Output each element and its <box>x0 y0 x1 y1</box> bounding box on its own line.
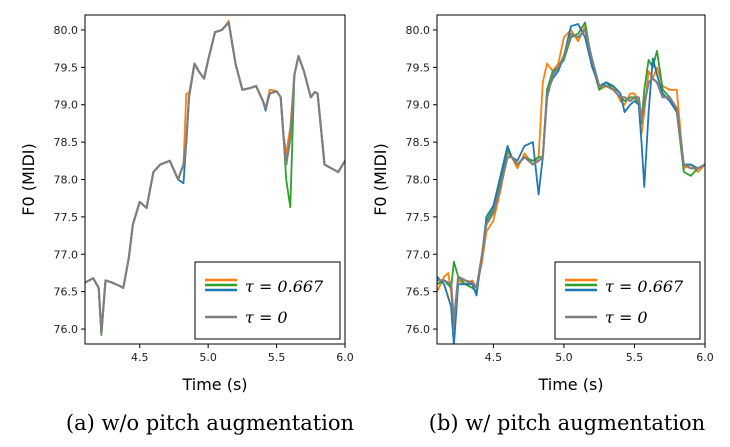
chart-panel-b: τ = 0.667 (orange)τ = 0.667 (green)τ = 0… <box>371 14 714 435</box>
series-group: τ = 0.667 (orange)τ = 0.667 (green)τ = 0… <box>437 21 705 344</box>
x-axis-label: Time (s) <box>537 375 603 394</box>
y-tick-label: 79.0 <box>54 99 79 112</box>
y-axis-label: F0 (MIDI) <box>19 143 38 216</box>
series-line: τ = 0 <box>85 21 345 334</box>
legend: τ = 0.667 τ = 0 <box>194 261 341 340</box>
legend-box <box>194 261 341 340</box>
legend-label: τ = 0.667 <box>245 277 324 296</box>
x-tick-label: 6.0 <box>336 351 354 364</box>
legend-box <box>554 261 701 340</box>
y-tick-label: 76.5 <box>54 286 79 299</box>
x-tick-label: 4.5 <box>485 351 503 364</box>
chart-panel-a: τ = 0.667 (orange)τ = 0.667 (green)τ = 0… <box>19 14 354 435</box>
y-tick-label: 80.0 <box>406 24 431 37</box>
x-axis-label: Time (s) <box>181 375 247 394</box>
y-tick-label: 78.0 <box>54 174 79 187</box>
x-tick-label: 6.0 <box>696 351 714 364</box>
y-tick-label: 78.0 <box>406 174 431 187</box>
figure-caption: (b) w/ pitch augmentation <box>429 411 705 435</box>
x-tick-label: 5.5 <box>626 351 644 364</box>
y-tick-label: 79.5 <box>54 61 79 74</box>
legend-label: τ = 0.667 <box>605 277 684 296</box>
y-tick-label: 76.0 <box>54 323 79 336</box>
figure-caption: (a) w/o pitch augmentation <box>66 411 354 435</box>
x-tick-label: 5.5 <box>268 351 286 364</box>
y-tick-label: 77.0 <box>54 248 79 261</box>
legend-label: τ = 0 <box>605 308 648 327</box>
x-tick-label: 5.0 <box>555 351 573 364</box>
y-tick-label: 78.5 <box>54 136 79 149</box>
legend-label: τ = 0 <box>245 308 288 327</box>
y-tick-label: 79.0 <box>406 99 431 112</box>
y-tick-label: 77.5 <box>406 211 431 224</box>
y-tick-label: 77.0 <box>406 248 431 261</box>
y-tick-label: 80.0 <box>54 24 79 37</box>
y-axis-label: F0 (MIDI) <box>371 143 390 216</box>
x-tick-label: 5.0 <box>199 351 217 364</box>
y-tick-label: 78.5 <box>406 136 431 149</box>
y-tick-label: 79.5 <box>406 61 431 74</box>
legend: τ = 0.667 τ = 0 <box>554 261 701 340</box>
series-line: τ = 0 <box>437 28 705 323</box>
series-group: τ = 0.667 (orange)τ = 0.667 (green)τ = 0… <box>85 20 345 336</box>
x-tick-label: 4.5 <box>131 351 149 364</box>
y-tick-label: 77.5 <box>54 211 79 224</box>
y-tick-label: 76.0 <box>406 323 431 336</box>
y-tick-label: 76.5 <box>406 286 431 299</box>
series-line: τ = 0.667 (green) <box>437 21 705 293</box>
